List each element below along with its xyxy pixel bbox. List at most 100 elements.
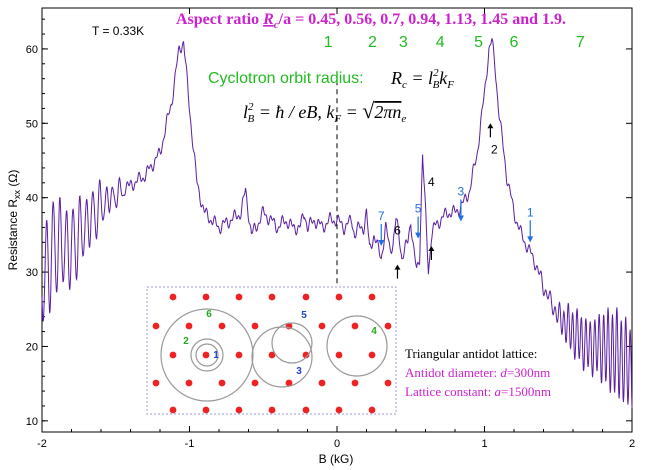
antidot-dot [169,406,177,414]
orbit-circle [251,326,313,388]
blue-arrow-head [457,215,464,222]
antidot-dot [335,351,343,359]
commensurability-numbers: 1 2 3 4 5 6 7 [324,34,585,51]
formula-intro: Cyclotron orbit radius: [208,70,364,87]
commensurability-number: 5 [474,34,483,51]
commensurability-number: 2 [368,34,377,51]
antidot-dot [251,379,259,387]
antidot-diameter-note: Antidot diameter: d=300nm [405,365,550,380]
antidot-dot [218,322,226,330]
commensurability-number: 1 [324,34,333,51]
orbit-circle [160,308,254,402]
black-arrow-head [394,264,401,270]
y-tick-label: 10 [26,416,38,428]
antidot-dot [368,406,376,414]
commensurability-number: 4 [436,34,445,51]
y-tick-label: 30 [26,267,38,279]
antidot-dot [185,322,193,330]
antidot-dot [202,293,210,301]
black-arrow-label: 6 [394,224,401,238]
orbit-label: 4 [371,326,377,337]
antidot-dot [368,351,376,359]
y-tick-label: 50 [26,118,38,130]
antidot-dot [335,293,343,301]
antidot-dot [302,351,310,359]
antidot-dot [268,293,276,301]
blue-arrow-head [415,232,422,239]
antidot-dot [185,379,193,387]
orbit-label: 2 [183,336,189,347]
black-arrow-head [428,246,435,252]
antidot-dot [351,322,359,330]
antidot-dot [268,406,276,414]
title-symbol: R [262,11,274,28]
antidot-dot [368,293,376,301]
y-tick-label: 60 [26,44,38,56]
antidot-dot [318,379,326,387]
blue-arrow-label: 1 [527,205,534,219]
blue-arrow-label: 7 [378,209,385,223]
x-axis: -2 -1 0 1 2 [37,8,635,450]
antidot-dot [318,322,326,330]
antidot-dot [235,406,243,414]
x-tick-label: -2 [37,438,47,450]
blue-arrow-head [527,236,534,243]
formula-line-2: l2 B = ħ / eB, kF = √2πne [243,98,406,125]
series-line-resistance [41,38,633,409]
annotation-arrows: 7 5 3 1 6 4 2 [378,123,534,279]
orbit-label: 6 [206,309,212,320]
orbit-label: 3 [296,366,302,377]
blue-arrow-head [378,240,385,247]
formula-line-1: Rc = l2 BkF [390,67,454,91]
formula-block: Cyclotron orbit radius: Rc = l2 BkF l2 B =… [208,67,454,125]
y-tick-label: 40 [26,193,38,205]
orbit-circle [195,343,219,367]
temperature-label: T = 0.33K [92,24,144,38]
black-arrow-label: 4 [428,175,435,189]
lattice-type-note: Triangular antidot lattice: [405,346,537,361]
orbit-circle [190,338,224,372]
title-prefix: Aspect ratio [176,11,263,28]
orbit-circles [160,308,388,402]
orbit-label: 5 [301,310,307,321]
antidot-dot [235,351,243,359]
inset-frame [146,286,397,415]
y-tick-label: 20 [26,341,38,353]
x-tick-label: 0 [334,438,340,450]
chart-title: Aspect ratio Rc/a = 0.45, 0.56, 0.7, 0.9… [176,11,566,31]
orbit-label: 1 [213,350,219,361]
lattice-notes: Triangular antidot lattice: Antidot diam… [405,346,551,399]
blue-arrow-label: 5 [415,202,422,216]
antidot-dot [285,379,293,387]
orbit-labels: 1 2 3 4 5 6 [183,309,377,377]
inset-lattice-diagram: 1 2 3 4 5 6 [146,286,397,415]
antidot-dot [302,293,310,301]
antidot-dot [152,322,160,330]
antidot-dot [268,351,276,359]
x-tick-label: 1 [481,438,487,450]
orbit-circle [326,315,388,377]
blue-arrow-label: 3 [458,184,465,198]
antidot-dot [169,293,177,301]
antidot-dot [202,351,210,359]
antidot-dot [235,293,243,301]
antidot-dot [152,379,160,387]
orbit-circle [271,322,313,364]
x-tick-label: 2 [629,438,635,450]
title-suffix: /a = 0.45, 0.56, 0.7, 0.94, 1.13, 1.45 a… [278,11,566,28]
antidot-dot [335,406,343,414]
commensurability-number: 7 [576,34,585,51]
lattice-constant-note: Lattice constant: a=1500nm [405,384,551,399]
commensurability-number: 6 [510,34,519,51]
y-axis-label: Resistance Rxx (Ω) [6,170,22,271]
antidot-dot [384,379,392,387]
antidot-dot [351,379,359,387]
antidot-dot [384,322,392,330]
antidot-dot [202,406,210,414]
antidot-dots [152,293,392,414]
commensurability-number: 3 [399,34,408,51]
antidot-dot [218,379,226,387]
x-tick-label: -1 [185,438,195,450]
antidot-dot [251,322,259,330]
title-symbol-sub: c [274,19,279,31]
